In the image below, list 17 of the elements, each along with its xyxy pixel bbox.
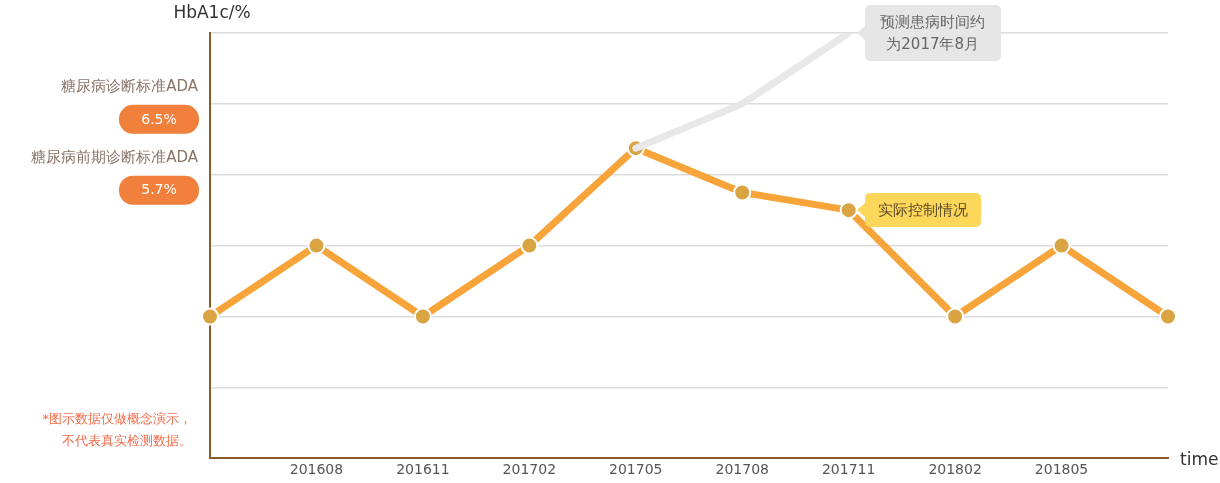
y-tick-label: 6.5% [141, 110, 177, 127]
text: *图示数据仅做概念演示，不代表真实检测数据。 [41, 410, 192, 451]
annotation: 实际控制情况 [864, 193, 981, 228]
x-tick-label: 201708 [715, 461, 769, 478]
x-tick-label: 201702 [502, 461, 557, 478]
x-tick-label: 201608 [289, 461, 344, 478]
text: 糖尿病诊断标准ADA [61, 76, 199, 95]
text: 糖尿病前期诊断标准ADA [31, 147, 199, 166]
x-tick-label: 201805 [1034, 461, 1089, 478]
y-tick-label: 5.7% [141, 181, 177, 198]
x-tick-label: 201711 [821, 461, 876, 478]
annotation: 预测患病时间约为2017年8月 [864, 5, 1001, 61]
x-tick-label: 201802 [928, 461, 982, 478]
x-axis-title: time [1180, 448, 1219, 469]
x-tick-label: 201705 [609, 461, 663, 478]
y-axis-title: HbA1c/% [173, 2, 251, 23]
x-tick-label: 201611 [396, 461, 450, 478]
